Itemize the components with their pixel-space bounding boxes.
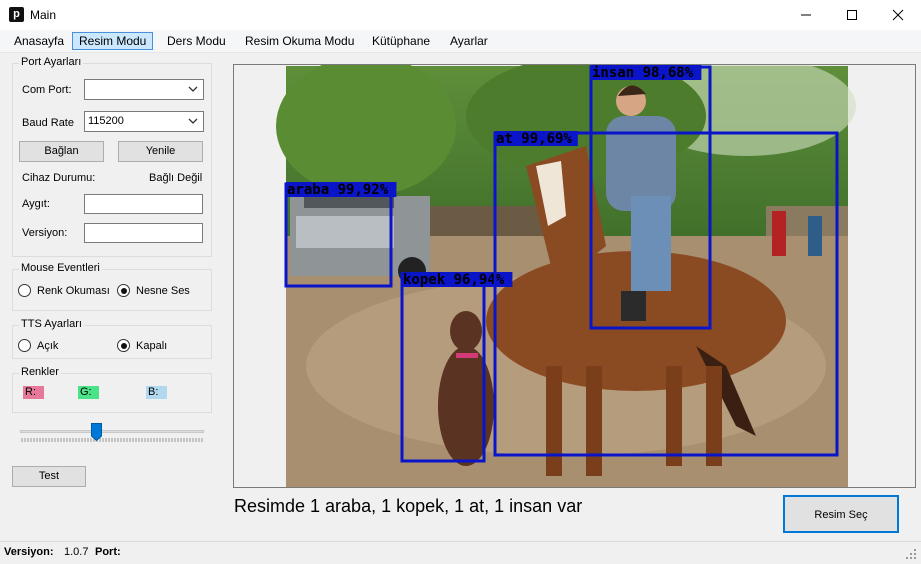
maximize-icon <box>847 10 857 20</box>
maximize-button[interactable] <box>829 0 875 30</box>
detection-label: at 99,69% <box>496 131 572 147</box>
close-icon <box>892 9 904 21</box>
title-bar: p Main <box>0 0 921 30</box>
baud-rate-select[interactable]: 115200 <box>84 111 204 132</box>
test-button[interactable]: Test <box>12 466 86 487</box>
baud-rate-label: Baud Rate <box>22 117 74 129</box>
detection-label-bg <box>286 182 397 197</box>
close-button[interactable] <box>875 0 921 30</box>
mouse-events-title: Mouse Eventleri <box>19 262 102 274</box>
detection-image: araba 99,92% kopek 96,94% at 99,69% insan 9… <box>276 65 856 487</box>
radio-renk-okumasi-label: Renk Okuması <box>37 285 110 297</box>
radio-nesne-ses[interactable] <box>117 284 130 297</box>
resize-grip-icon[interactable] <box>905 548 917 560</box>
colors-title: Renkler <box>19 366 61 378</box>
result-text: Resimde 1 araba, 1 kopek, 1 at, 1 insan … <box>234 496 583 516</box>
green-value-swatch: G: <box>78 386 99 399</box>
connect-button[interactable]: Bağlan <box>19 141 104 162</box>
slider-thumb[interactable] <box>90 423 102 442</box>
com-port-label: Com Port: <box>22 84 72 96</box>
status-bar: Versiyon: 1.0.7 Port: <box>0 541 921 564</box>
chevron-down-icon <box>188 86 198 92</box>
mouse-events-group: Mouse Eventleri <box>12 262 212 311</box>
tts-settings-title: TTS Ayarları <box>19 318 84 330</box>
menu-item-ayarlar[interactable]: Ayarlar <box>450 34 488 48</box>
device-field[interactable] <box>84 194 203 214</box>
port-settings-title: Port Ayarları <box>19 56 84 68</box>
refresh-button[interactable]: Yenile <box>118 141 203 162</box>
blue-value-swatch: B: <box>146 386 167 399</box>
version-label: Versiyon: <box>22 227 68 239</box>
select-image-button[interactable]: Resim Seç <box>783 495 899 533</box>
red-value-swatch: R: <box>23 386 44 399</box>
menu-item-anasayfa[interactable]: Anasayfa <box>14 34 65 48</box>
menu-item-resim-okuma-modu[interactable]: Resim Okuma Modu <box>245 34 355 48</box>
detection-label-bg <box>402 272 513 287</box>
detection-label: insan 98,68% <box>592 65 694 81</box>
detection-label-bg <box>591 65 702 80</box>
status-port-label: Port: <box>95 546 121 558</box>
chevron-down-icon <box>188 118 198 124</box>
tts-settings-group: TTS Ayarları <box>12 318 212 359</box>
detection-label: araba 99,92% <box>287 182 389 198</box>
radio-renk-okumasi[interactable] <box>18 284 31 297</box>
menu-item-resim-modu[interactable]: Resim Modu <box>72 32 154 50</box>
radio-acik[interactable] <box>18 339 31 352</box>
radio-nesne-ses-label: Nesne Ses <box>136 285 190 297</box>
minimize-button[interactable] <box>783 0 829 30</box>
status-version-value: 1.0.7 <box>64 546 89 558</box>
picture-box[interactable]: araba 99,92% kopek 96,94% at 99,69% insan 9… <box>233 64 916 488</box>
app-icon: p <box>9 7 24 22</box>
baud-rate-value: 115200 <box>88 115 124 127</box>
version-field[interactable] <box>84 223 203 243</box>
colors-group: Renkler <box>12 366 212 413</box>
device-status-label: Cihaz Durumu: <box>22 172 96 184</box>
menu-item-ders-modu[interactable]: Ders Modu <box>167 34 226 48</box>
detection-label: kopek 96,94% <box>403 272 505 288</box>
device-status-value: Bağlı Değil <box>149 172 203 184</box>
detection-label-bg <box>495 131 578 146</box>
com-port-select[interactable] <box>84 79 204 100</box>
device-label: Aygıt: <box>22 198 50 210</box>
slider-ticks <box>21 438 203 442</box>
radio-kapali-label: Kapalı <box>136 340 168 352</box>
menu-bar: Anasayfa Resim Modu Ders Modu Resim Okum… <box>0 30 921 53</box>
slider-thumb-icon <box>90 423 102 442</box>
detection-box <box>493 131 839 457</box>
menu-item-kutuphane[interactable]: Kütüphane <box>372 34 431 48</box>
status-version-label: Versiyon: <box>4 546 54 558</box>
minimize-icon <box>801 14 811 16</box>
window-title: Main <box>30 8 57 22</box>
port-settings-group: Port Ayarları <box>12 56 212 257</box>
radio-acik-label: Açık <box>37 340 59 352</box>
photo <box>276 65 856 487</box>
slider[interactable] <box>20 423 204 447</box>
slider-track <box>20 430 204 433</box>
radio-kapali[interactable] <box>117 339 130 352</box>
